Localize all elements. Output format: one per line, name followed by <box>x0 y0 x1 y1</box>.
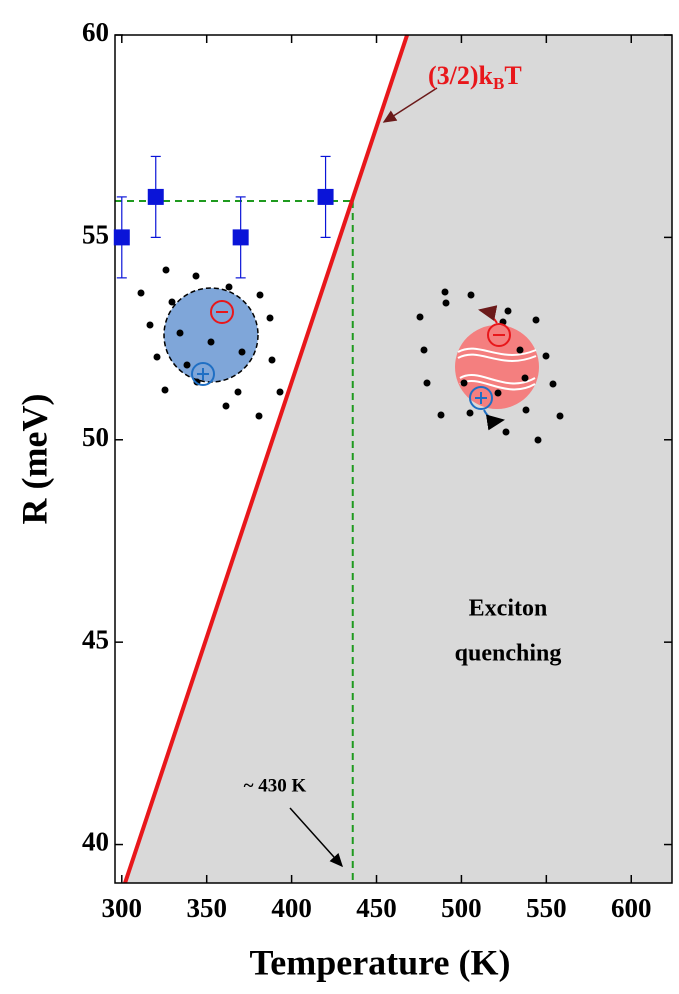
region-label: Exciton <box>469 596 548 622</box>
marker <box>147 188 164 205</box>
plot-frame <box>114 34 673 884</box>
x-tick-label: 350 <box>186 893 227 923</box>
line-label: (3/2)kBT <box>428 61 522 93</box>
region-layer <box>115 35 672 883</box>
y-tick-label: 40 <box>82 827 109 857</box>
marker <box>113 229 130 246</box>
line-label-part: T <box>504 61 521 90</box>
thermal-line <box>122 35 409 883</box>
quenched-exciton-illustration <box>416 288 564 444</box>
x-tick-label: 450 <box>356 893 397 923</box>
line-label-part: (3/2)k <box>428 61 494 90</box>
line-label-sub: B <box>493 74 504 93</box>
x-tick-label: 300 <box>102 893 143 923</box>
x-tick-label: 600 <box>611 893 652 923</box>
y-tick-label: 55 <box>82 220 109 250</box>
x-tick-label: 500 <box>441 893 482 923</box>
x-tick-label: 400 <box>271 893 312 923</box>
x-tick-label: 550 <box>526 893 567 923</box>
y-tick-label: 60 <box>82 17 109 47</box>
threshold-label: ~ 430 K <box>244 775 307 796</box>
threshold-arrow <box>289 807 344 868</box>
region-label: quenching <box>455 641 562 667</box>
marker <box>232 229 249 246</box>
y-axis-label: R (meV) <box>14 394 54 525</box>
line-label-arrow <box>382 87 438 123</box>
bound-exciton-illustration <box>137 266 284 420</box>
marker <box>317 188 334 205</box>
x-axis-label: Temperature (K) <box>250 942 511 982</box>
y-tick-label: 50 <box>82 422 109 452</box>
quenching-region <box>125 35 672 883</box>
y-tick-label: 45 <box>82 624 109 654</box>
